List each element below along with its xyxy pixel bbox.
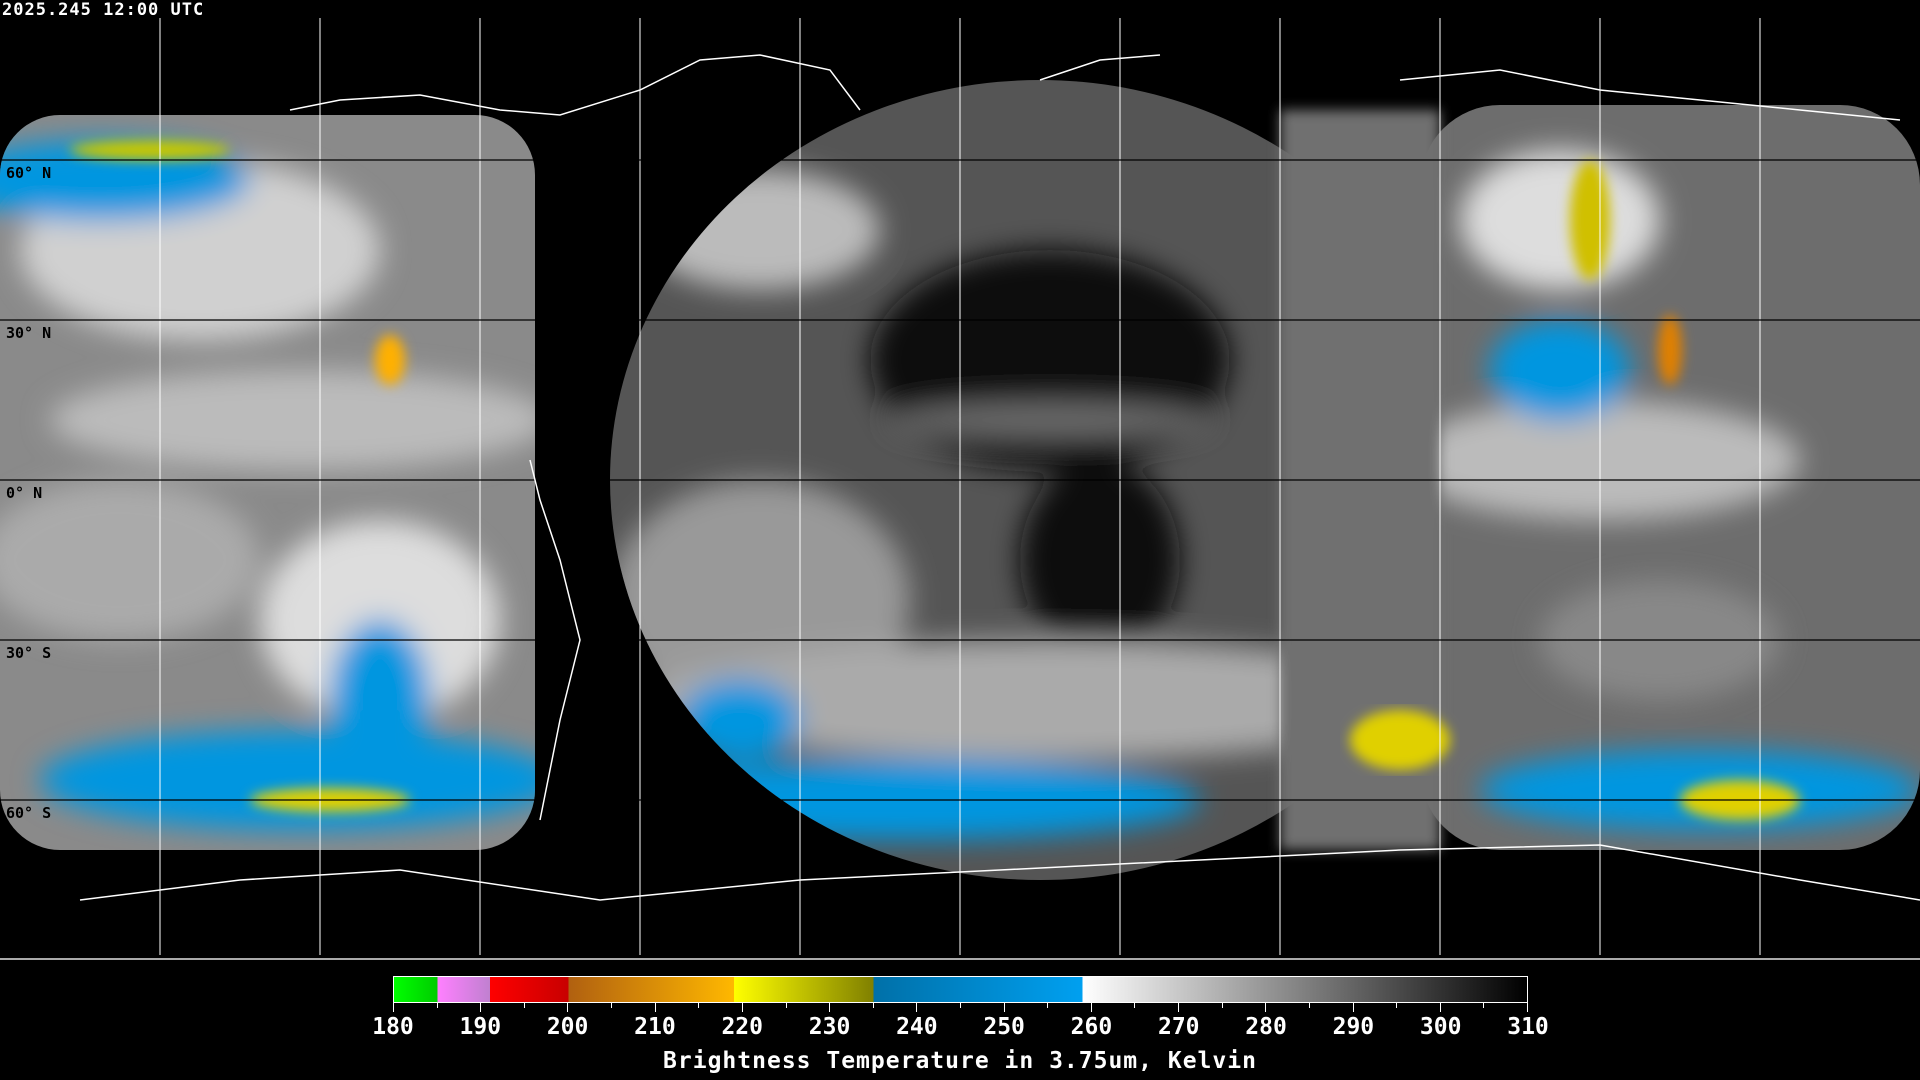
colorbar-tick	[393, 1003, 394, 1012]
colorbar-tick	[567, 1003, 569, 1012]
colorbar-tick	[1221, 1003, 1223, 1008]
colorbar-tick-label: 290	[1332, 1014, 1375, 1040]
colorbar	[393, 976, 1528, 1003]
colorbar-tick	[872, 1003, 874, 1008]
colorbar-tick	[1178, 1003, 1180, 1012]
colorbar-tick	[1308, 1003, 1310, 1008]
lat-label-0n: 0° N	[6, 484, 43, 502]
map-border	[0, 958, 1920, 960]
colorbar-tick	[698, 1003, 700, 1008]
colorbar-tick-label: 190	[459, 1014, 502, 1040]
colorbar-tick-label: 240	[896, 1014, 938, 1040]
colorbar-tick	[480, 1003, 482, 1012]
colorbar-tick-label: 250	[983, 1014, 1025, 1040]
colorbar-tick	[1352, 1003, 1354, 1012]
lat-label-30n: 30° N	[6, 324, 52, 342]
colorbar-tick-label: 230	[808, 1014, 851, 1040]
colorbar-tick-label: 180	[372, 1014, 414, 1040]
colorbar-tick	[654, 1003, 656, 1012]
colorbar-tick	[1439, 1003, 1441, 1012]
colorbar-tick-label: 200	[546, 1014, 589, 1040]
colorbar-tick-label: 310	[1507, 1014, 1549, 1040]
colorbar-title: Brightness Temperature in 3.75um, Kelvin	[663, 1048, 1257, 1074]
satellite-imagery-east	[1420, 105, 1920, 850]
colorbar-tick	[1265, 1003, 1267, 1012]
colorbar-tick-label: 300	[1419, 1014, 1462, 1040]
colorbar-tick-label: 280	[1245, 1014, 1287, 1040]
lat-label-60s: 60° S	[6, 804, 52, 822]
colorbar-tick	[1396, 1003, 1398, 1008]
colorbar-tick-label: 220	[721, 1014, 763, 1040]
lat-label-30s: 30° S	[6, 644, 52, 662]
colorbar-tick	[611, 1003, 613, 1008]
lat-lon-grid	[0, 18, 1920, 955]
coastlines	[79, 54, 1920, 901]
colorbar-tick	[1047, 1003, 1049, 1008]
lat-label-60n: 60° N	[6, 164, 52, 182]
colorbar-tick	[1003, 1003, 1005, 1012]
colorbar-tick	[960, 1003, 961, 1008]
colorbar-tick	[829, 1003, 831, 1012]
colorbar-tick	[523, 1003, 525, 1008]
colorbar-tick	[1134, 1003, 1136, 1008]
colorbar-tick-label: 210	[634, 1014, 676, 1040]
timestamp: 2025.245 12:00 UTC	[2, 0, 205, 20]
colorbar-tick	[1527, 1003, 1528, 1012]
colorbar-tick	[1090, 1003, 1092, 1012]
colorbar-tick	[785, 1003, 787, 1008]
colorbar-tick-label: 270	[1157, 1014, 1200, 1040]
colorbar-tick	[741, 1003, 743, 1012]
colorbar-tick-label: 260	[1070, 1014, 1113, 1040]
colorbar-tick	[436, 1003, 438, 1008]
colorbar-tick	[1483, 1003, 1485, 1008]
satellite-map	[0, 18, 1920, 955]
colorbar-tick	[916, 1003, 918, 1012]
